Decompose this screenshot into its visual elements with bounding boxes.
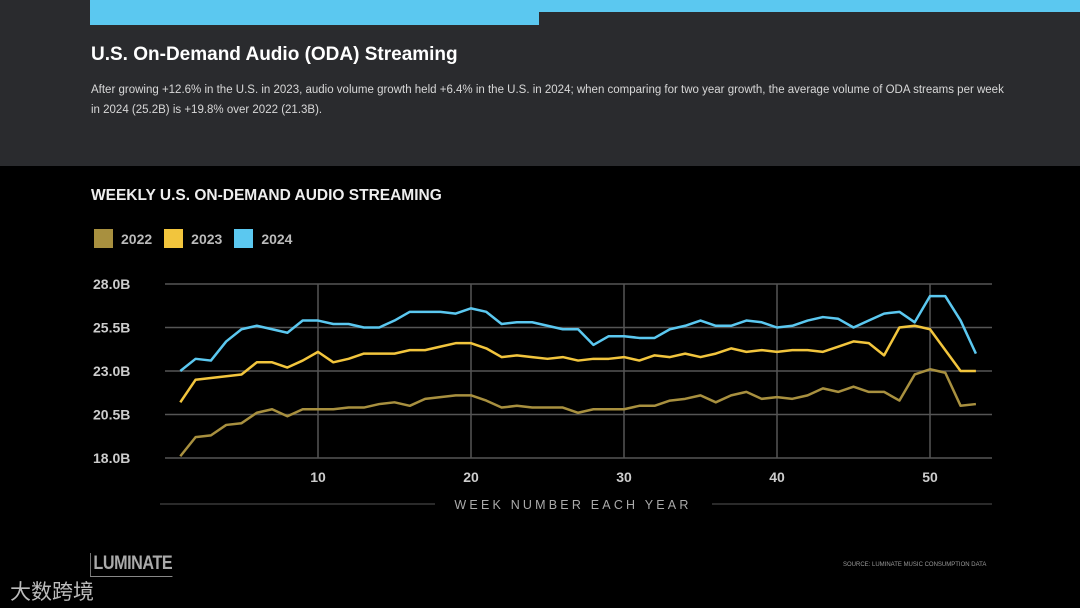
x-axis-label: WEEK NUMBER EACH YEAR — [454, 498, 691, 512]
x-tick-label: 50 — [922, 469, 938, 485]
legend-item-2022: 2022 — [94, 229, 152, 248]
luminate-logo: LUMINATE — [90, 553, 173, 577]
y-tick-label: 20.5B — [93, 407, 130, 423]
y-tick-label: 28.0B — [93, 276, 130, 292]
page-description: After growing +12.6% in the U.S. in 2023… — [91, 84, 1004, 116]
x-tick-label: 40 — [769, 469, 785, 485]
y-tick-label: 25.5B — [93, 320, 130, 336]
series-line-2023 — [179, 324, 976, 404]
legend-label: 2022 — [121, 230, 153, 247]
chart-legend: 2022 2023 2024 — [94, 229, 292, 248]
legend-item-2023: 2023 — [164, 229, 222, 248]
legend-item-2024: 2024 — [234, 229, 292, 248]
y-tick-label: 18.0B — [93, 450, 130, 466]
legend-label: 2023 — [191, 230, 223, 247]
legend-label: 2024 — [261, 230, 293, 247]
source-note: SOURCE: LUMINATE MUSIC CONSUMPTION DATA — [843, 562, 987, 568]
accent-bar — [90, 0, 539, 25]
legend-swatch — [234, 229, 254, 248]
legend-swatch — [164, 229, 184, 248]
header-panel — [0, 0, 1080, 166]
x-tick-label: 30 — [616, 469, 632, 485]
page-title: U.S. On-Demand Audio (ODA) Streaming — [91, 44, 458, 65]
legend-swatch — [94, 229, 113, 248]
x-tick-label: 20 — [463, 469, 479, 485]
series-line-2024 — [179, 294, 978, 372]
accent-bar-thin — [539, 0, 1080, 12]
watermark: 大数跨境 — [10, 581, 94, 604]
x-tick-label: 10 — [310, 469, 326, 485]
series-line-2022 — [179, 368, 977, 458]
y-tick-label: 23.0B — [93, 363, 130, 379]
chart-title: WEEKLY U.S. ON-DEMAND AUDIO STREAMING — [91, 187, 442, 204]
